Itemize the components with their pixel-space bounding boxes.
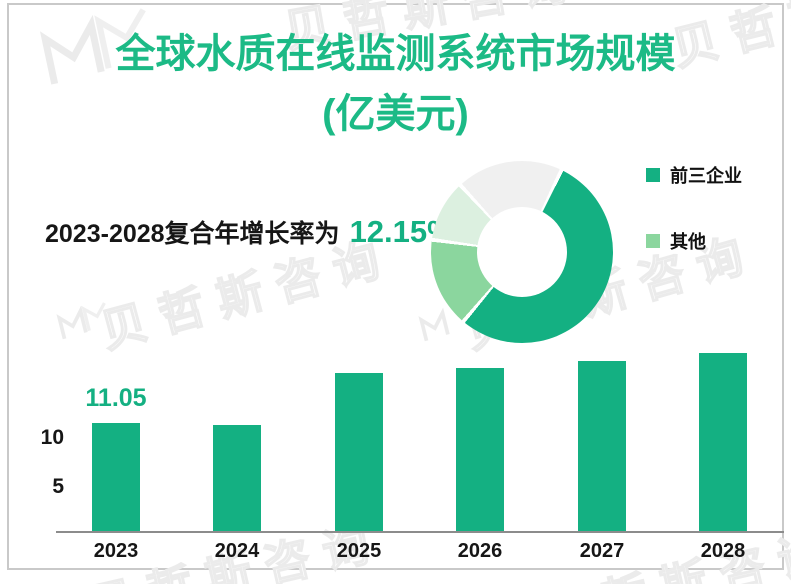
cagr-label: 2023-2028复合年增长率为 [45,220,340,248]
watermark-logo [39,8,146,85]
donut-hole [477,207,567,297]
x-axis-label-2026: 2026 [457,540,503,562]
bar-2024 [213,425,261,531]
bar-2028 [699,353,747,531]
y-axis-tick-5: 5 [52,475,64,498]
legend-marker-top3 [646,168,660,182]
y-axis-tick-10: 10 [40,426,64,449]
legend-marker-others [646,234,660,248]
x-axis-label-2025: 2025 [336,540,382,562]
x-axis-label-2024: 2024 [214,540,260,562]
bar-2027 [578,361,626,531]
bar-2026 [456,368,504,531]
bar-value-label-2023: 11.05 [85,384,147,412]
chart-title-line1: 全球水质在线监测系统市场规模 [115,32,676,76]
x-axis-label-2023: 2023 [93,540,139,562]
bar-2023 [92,423,140,531]
x-axis-line [56,531,784,533]
legend-label-others: 其他 [670,232,706,252]
legend-item-top3: 前三企业 [646,162,742,188]
x-axis-label-2027: 2027 [579,540,625,562]
chart-title: 全球水质在线监测系统市场规模 (亿美元) [0,24,791,144]
watermark-logo [56,302,106,340]
bar-2025 [335,373,383,531]
legend-item-others: 其他 [646,228,742,254]
legend-label-top3: 前三企业 [670,166,742,186]
donut-legend: 前三企业 其他 [646,162,742,294]
chart-title-line2: (亿美元) [322,92,469,136]
watermark-logo [418,307,450,342]
x-axis-label-2028: 2028 [700,540,746,562]
